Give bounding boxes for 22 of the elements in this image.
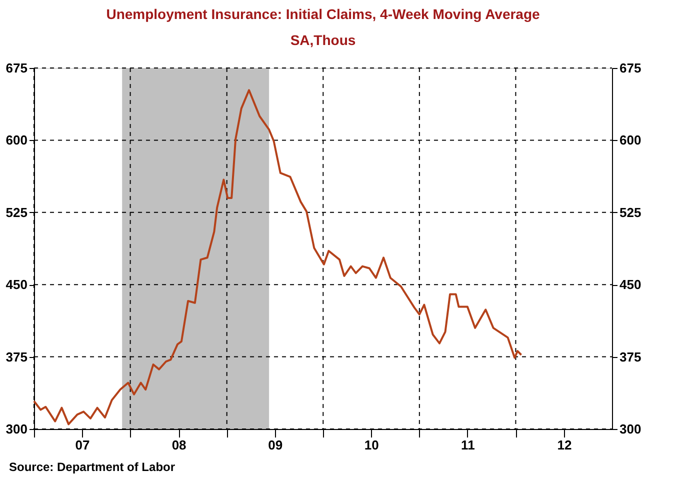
y2-tick-label: 450 [620, 277, 642, 292]
chart-subtitle: SA,Thous [290, 32, 356, 48]
x-tick-label: 12 [557, 438, 572, 452]
line-series [33, 89, 522, 426]
y-tick-label: 450 [6, 277, 28, 292]
y-tick-label: 525 [6, 204, 28, 220]
x-tick-label: 09 [268, 438, 283, 452]
x-tick-label: 10 [364, 438, 379, 452]
y-tick-label: 300 [6, 422, 28, 436]
y2-tick-label: 300 [620, 422, 642, 436]
x-tick-label: 11 [461, 438, 475, 452]
y2-tick-label: 600 [620, 132, 642, 148]
y-tick-label: 675 [6, 60, 28, 76]
y2-tick-label: 375 [620, 349, 642, 364]
source-note: Source: Department of Labor [9, 460, 176, 474]
chart-title: Unemployment Insurance: Initial Claims, 4-Week Moving Average [106, 6, 540, 22]
x-tick-label: 08 [172, 438, 186, 452]
y2-tick-label: 675 [620, 60, 642, 76]
x-tick-label: 07 [75, 438, 90, 452]
y-tick-label: 600 [6, 132, 28, 148]
y2-tick-label: 525 [620, 204, 642, 220]
y-tick-label: 375 [6, 349, 28, 364]
